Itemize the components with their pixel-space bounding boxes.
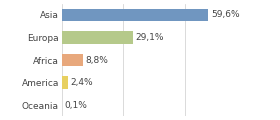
Text: 0,1%: 0,1% (64, 101, 87, 110)
Text: 59,6%: 59,6% (211, 10, 240, 19)
Bar (62, 9, 208, 21)
Text: 29,1%: 29,1% (136, 33, 164, 42)
Text: 8,8%: 8,8% (86, 55, 109, 65)
Bar (62, 31, 133, 44)
Text: 2,4%: 2,4% (70, 78, 93, 87)
Bar (62, 54, 83, 66)
Bar (62, 76, 67, 89)
